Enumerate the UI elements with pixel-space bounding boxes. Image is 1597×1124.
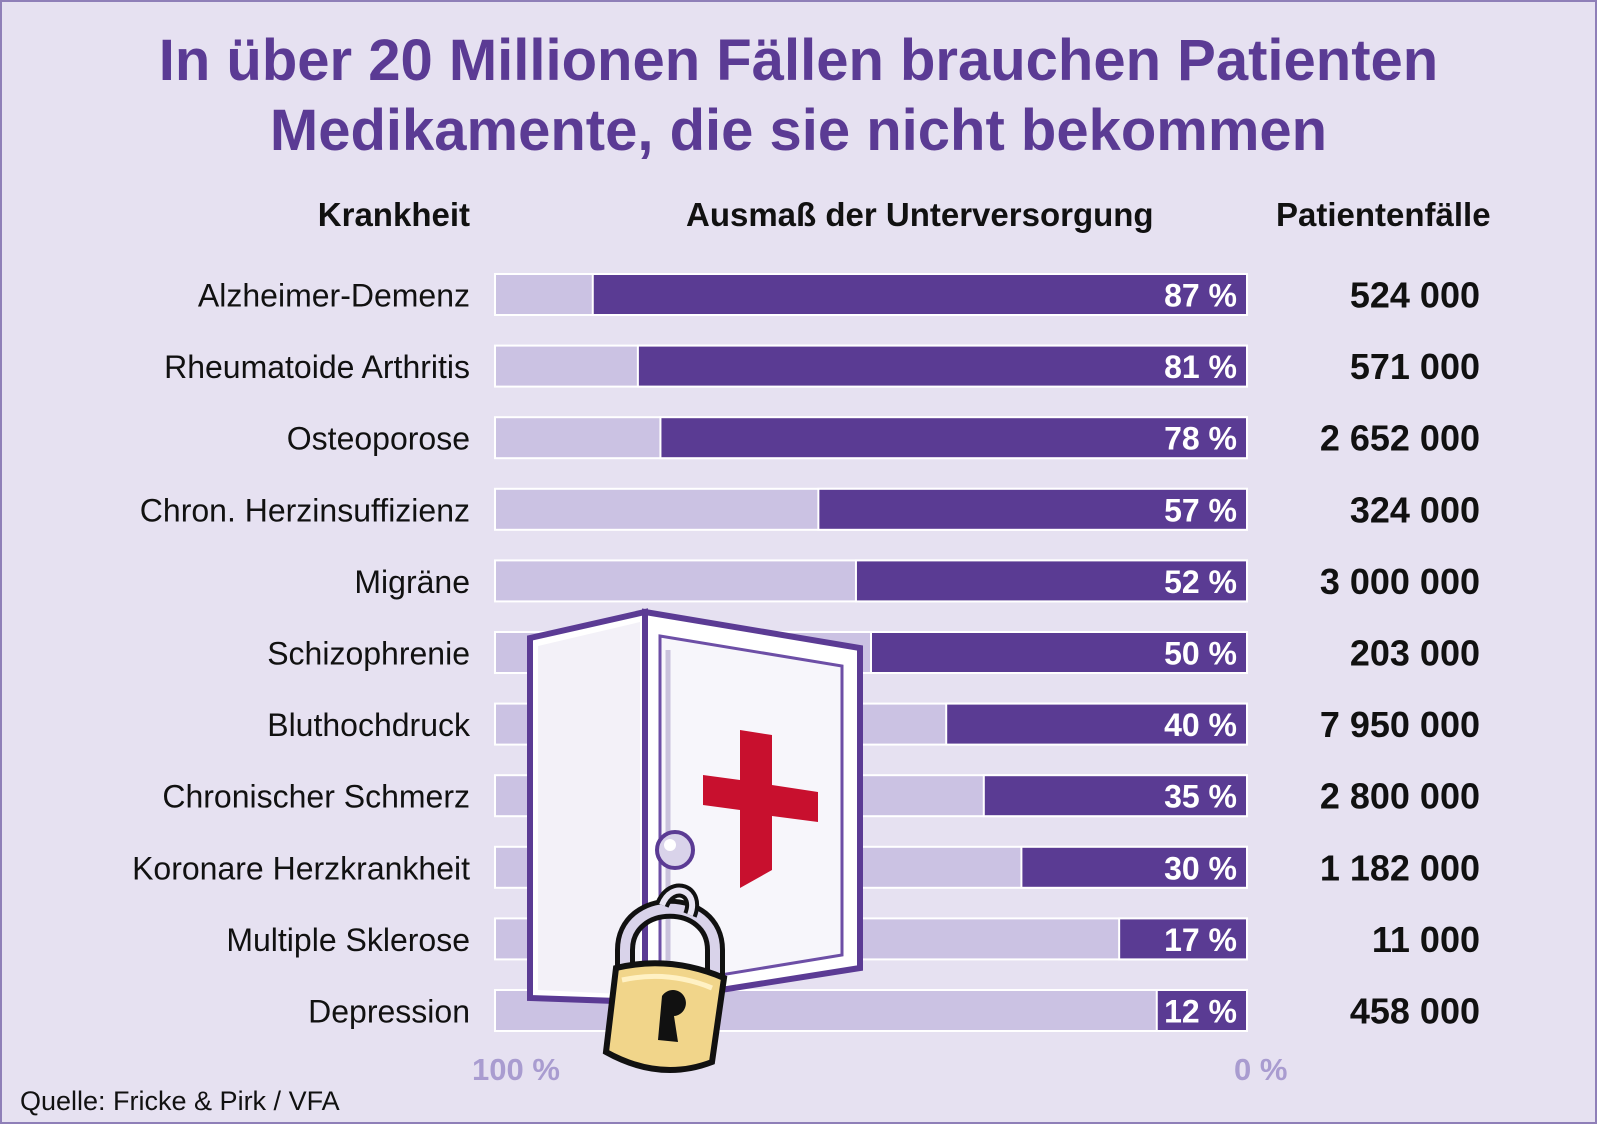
category-label: Koronare Herzkrankheit: [132, 850, 470, 886]
bar-row: 50 % Schizophrenie 203 000: [267, 631, 1480, 674]
bar: [1020, 845, 1249, 889]
padlock-shackle: [620, 903, 720, 980]
chart-title-line-2: Medikamente, die sie nicht bekommen: [269, 98, 1328, 163]
bar: [982, 774, 1248, 818]
category-label: Bluthochdruck: [267, 707, 471, 743]
bar: [659, 416, 1248, 460]
axis-label-100: 100 %: [472, 1052, 560, 1087]
bar-row: 52 % Migräne 3 000 000: [354, 559, 1480, 603]
padlock-hook-inner: [659, 887, 695, 917]
patient-cases-value: 571 000: [1350, 346, 1480, 387]
column-header-extent: Ausmaß der Unterversorgung: [686, 196, 1154, 233]
category-label: Osteoporose: [287, 421, 470, 457]
source-note: Quelle: Fricke & Pirk / VFA: [20, 1086, 340, 1116]
bar-value-label: 50 %: [1164, 636, 1237, 672]
cabinet-knob: [655, 830, 695, 870]
cabinet-side-shade: [538, 622, 640, 995]
bar-value-label: 52 %: [1164, 564, 1237, 600]
patient-cases-value: 3 000 000: [1320, 561, 1480, 602]
bar-value-label: 40 %: [1164, 707, 1237, 743]
bar-value-label: 17 %: [1164, 922, 1237, 958]
bar-row: 81 % Rheumatoide Arthritis 571 000: [164, 344, 1480, 388]
padlock-icon: [602, 883, 728, 1073]
bar-row: 12 % Depression 458 000: [308, 989, 1480, 1032]
bar-row: 78 % Osteoporose 2 652 000: [287, 416, 1480, 460]
padlock-keyhole: [658, 990, 686, 1042]
category-label: Rheumatoide Arthritis: [164, 349, 470, 385]
bar: [854, 559, 1249, 603]
patient-cases-value: 458 000: [1350, 991, 1480, 1032]
bar-value-label: 57 %: [1164, 492, 1237, 528]
bar-value-label: 87 %: [1164, 278, 1237, 314]
category-label: Depression: [308, 994, 470, 1030]
bar: [1155, 989, 1249, 1032]
bar-value-label: 35 %: [1164, 779, 1237, 815]
category-label: Chronischer Schmerz: [162, 779, 470, 815]
bar-value-label: 78 %: [1164, 421, 1237, 457]
axis-label-0: 0 %: [1234, 1052, 1288, 1087]
category-label: Multiple Sklerose: [226, 922, 470, 958]
bar: [591, 273, 1248, 316]
column-header-disease: Krankheit: [317, 196, 470, 233]
bar: [1118, 917, 1249, 961]
bar-value-label: 12 %: [1164, 994, 1237, 1030]
bar-row: 40 % Bluthochdruck 7 950 000: [267, 702, 1480, 746]
category-label: Schizophrenie: [267, 636, 470, 672]
medicine-cabinet-icon: [527, 608, 863, 1006]
bar-row: 57 % Chron. Herzinsuffizienz 324 000: [140, 487, 1480, 531]
bar-row: 35 % Chronischer Schmerz 2 800 000: [162, 774, 1480, 818]
bar: [817, 487, 1248, 531]
patient-cases-value: 11 000: [1372, 919, 1480, 960]
bar-row: 87 % Alzheimer-Demenz 524 000: [198, 273, 1480, 316]
patient-cases-value: 524 000: [1350, 275, 1480, 316]
chart-title-line-1: In über 20 Millionen Fällen brauchen Pat…: [158, 28, 1439, 93]
column-header-cases: Patientenfälle: [1276, 196, 1491, 233]
patient-cases-value: 203 000: [1350, 633, 1480, 674]
cross-shape: [703, 730, 818, 888]
patient-cases-value: 2 652 000: [1320, 418, 1480, 459]
category-label: Alzheimer-Demenz: [198, 278, 470, 314]
bar: [870, 631, 1248, 674]
bar-value-label: 81 %: [1164, 349, 1237, 385]
patient-cases-value: 2 800 000: [1320, 776, 1480, 817]
bar: [945, 702, 1248, 746]
bar: [636, 344, 1248, 388]
padlock-body-highlight: [621, 973, 713, 991]
category-label: Chron. Herzinsuffizienz: [140, 492, 470, 528]
bar-value-label: 30 %: [1164, 850, 1237, 886]
red-cross-icon: [703, 730, 818, 888]
patient-cases-value: 324 000: [1350, 489, 1480, 530]
patient-cases-value: 1 182 000: [1320, 847, 1480, 888]
cabinet-knob-shine: [664, 839, 676, 851]
category-label: Migräne: [354, 564, 470, 600]
patient-cases-value: 7 950 000: [1320, 704, 1480, 745]
